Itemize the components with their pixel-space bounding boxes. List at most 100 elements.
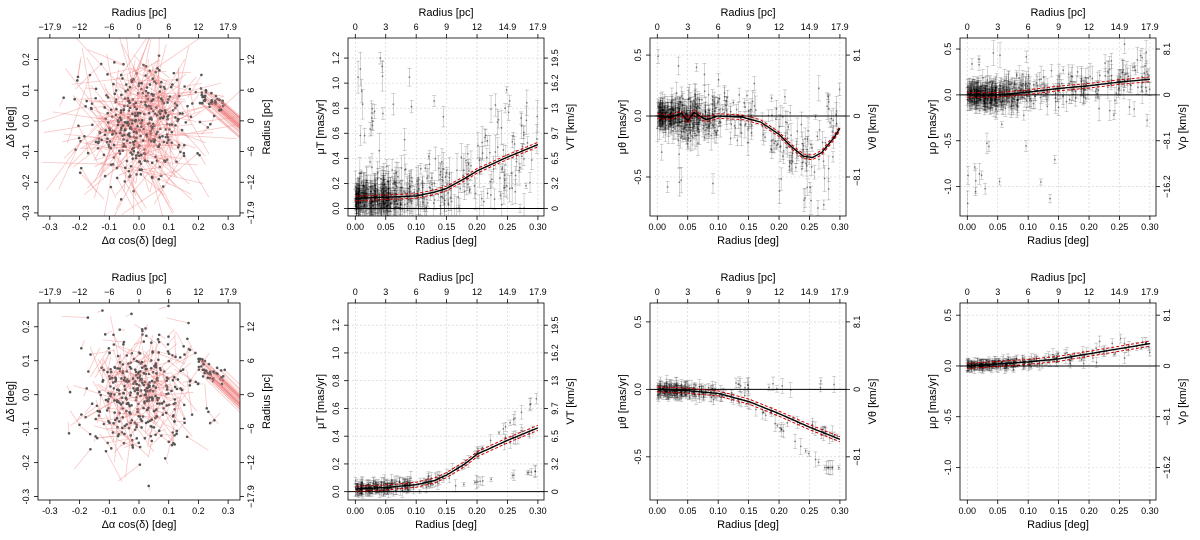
- data-point: [500, 126, 503, 129]
- star-point: [85, 99, 89, 103]
- data-point: [470, 164, 472, 167]
- motion-vector: [119, 61, 142, 118]
- plot-area: [41, 38, 240, 216]
- star-point: [170, 130, 174, 134]
- motion-vector: [143, 110, 146, 154]
- data-point: [355, 206, 358, 209]
- data-point: [411, 180, 413, 183]
- data-point: [359, 207, 362, 210]
- data-point: [406, 187, 409, 190]
- plot-area: [650, 38, 846, 216]
- data-point: [384, 190, 387, 193]
- data-point: [689, 105, 692, 108]
- motion-vector: [204, 96, 240, 129]
- data-point: [832, 155, 834, 158]
- motion-vector: [110, 186, 117, 198]
- data-point: [373, 193, 376, 196]
- data-point: [664, 117, 667, 119]
- star-point: [158, 112, 162, 115]
- star-point: [112, 143, 116, 147]
- motion-vector: [129, 145, 145, 150]
- data-point: [354, 193, 357, 196]
- star-point: [133, 127, 137, 131]
- data-point: [685, 113, 688, 116]
- data-point: [677, 139, 680, 141]
- data-point: [424, 167, 427, 170]
- data-point: [362, 184, 365, 187]
- star-point: [209, 122, 212, 126]
- motion-vector: [108, 144, 147, 209]
- data-point: [442, 197, 445, 200]
- star-point: [123, 166, 127, 170]
- motion-vector: [133, 83, 146, 105]
- data-point: [457, 196, 460, 199]
- star-point: [112, 82, 115, 86]
- motion-vector: [83, 154, 133, 196]
- data-point: [750, 124, 753, 127]
- data-point: [378, 207, 381, 210]
- data-point: [715, 131, 718, 134]
- motion-vector: [97, 135, 123, 175]
- star-point: [161, 116, 165, 120]
- data-point: [536, 138, 538, 140]
- data-point: [468, 170, 470, 172]
- star-point: [137, 160, 141, 164]
- star-point: [134, 118, 138, 122]
- data-point: [687, 98, 690, 101]
- star-point: [214, 100, 217, 104]
- data-point: [383, 184, 386, 187]
- data-point: [826, 105, 829, 108]
- data-point: [474, 192, 477, 195]
- data-point: [530, 159, 533, 161]
- star-point: [158, 165, 162, 169]
- data-point: [697, 128, 699, 131]
- motion-vector: [173, 144, 185, 162]
- data-point: [679, 101, 682, 104]
- star-point: [131, 119, 134, 122]
- star-point: [128, 106, 132, 110]
- data-point: [670, 113, 672, 115]
- data-point: [366, 181, 368, 184]
- motion-vector: [168, 140, 175, 177]
- motion-vector: [205, 90, 240, 121]
- data-point: [712, 182, 714, 185]
- star-point: [146, 122, 150, 126]
- data-point: [525, 184, 527, 187]
- y-tick-label: -0.2: [21, 174, 31, 190]
- data-point: [687, 98, 690, 100]
- data-point: [424, 207, 427, 209]
- right-tick-label: 0: [550, 206, 560, 211]
- data-point: [696, 116, 699, 119]
- motion-vector: [203, 96, 240, 129]
- data-point: [684, 126, 687, 129]
- motion-vector: [211, 101, 240, 127]
- data-point: [357, 188, 360, 191]
- data-point: [703, 136, 706, 139]
- motion-vector: [151, 176, 164, 216]
- motion-vector: [133, 54, 166, 89]
- data-point: [689, 105, 692, 108]
- data-point: [355, 192, 358, 195]
- star-point: [175, 78, 179, 82]
- data-point: [373, 183, 376, 186]
- motion-vector: [136, 59, 161, 74]
- star-point: [143, 148, 146, 151]
- star-point: [136, 146, 140, 149]
- data-point: [520, 124, 523, 127]
- star-point: [158, 135, 161, 139]
- data-point: [395, 205, 398, 208]
- data-point: [364, 192, 367, 195]
- data-point: [410, 105, 413, 108]
- motion-vector: [132, 38, 150, 80]
- data-point: [382, 198, 385, 200]
- star-point: [119, 198, 123, 201]
- motion-vector: [167, 45, 190, 138]
- data-point: [362, 207, 365, 210]
- motion-vector: [65, 68, 125, 145]
- star-point: [162, 159, 166, 162]
- data-point: [660, 119, 662, 122]
- data-point: [378, 207, 381, 210]
- motion-vector: [96, 116, 113, 120]
- star-point: [157, 145, 161, 148]
